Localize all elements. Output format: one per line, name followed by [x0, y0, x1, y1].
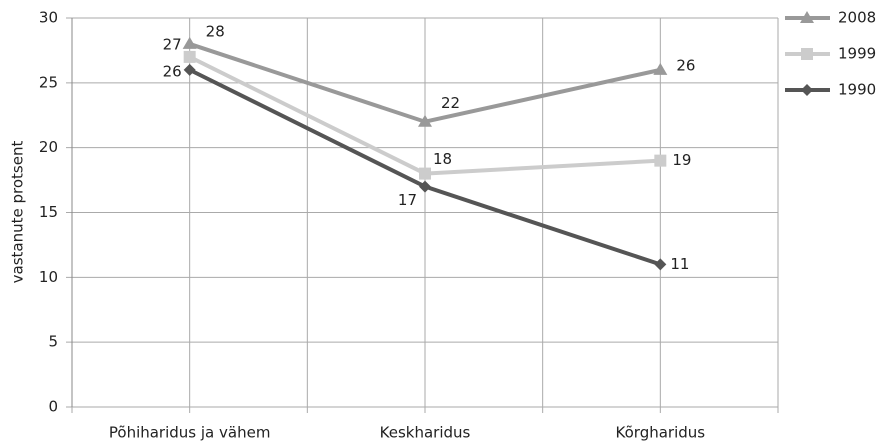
- point-marker: [418, 114, 432, 127]
- data-label: 27: [163, 35, 182, 53]
- data-label: 19: [672, 151, 691, 169]
- y-tick-label: 20: [39, 138, 58, 156]
- data-label: 28: [206, 22, 225, 40]
- legend-label: 1999: [838, 45, 876, 63]
- data-label: 18: [433, 150, 452, 168]
- data-label: 11: [670, 255, 689, 273]
- y-axis-label: vastanute protsent: [9, 141, 27, 284]
- y-tick-label: 15: [39, 203, 58, 221]
- data-label: 22: [441, 94, 460, 112]
- y-tick-label: 0: [48, 398, 58, 416]
- point-marker: [654, 258, 667, 271]
- legend-marker: [801, 84, 813, 96]
- point-marker: [419, 167, 431, 180]
- point-marker: [419, 180, 431, 193]
- point-marker: [183, 63, 196, 76]
- legend-marker: [800, 11, 814, 23]
- y-tick-label: 25: [39, 73, 58, 91]
- data-label: 17: [398, 191, 417, 209]
- x-tick-label: Põhiharidus ja vähem: [109, 424, 271, 442]
- x-tick-label: Keskharidus: [380, 424, 471, 442]
- data-label: 26: [163, 62, 182, 80]
- point-marker: [654, 154, 667, 167]
- y-tick-label: 30: [39, 9, 58, 27]
- data-label: 26: [676, 56, 695, 74]
- y-tick-label: 5: [48, 333, 58, 351]
- legend-marker: [801, 48, 813, 60]
- point-marker: [653, 62, 668, 75]
- y-tick-label: 10: [39, 268, 58, 286]
- point-marker: [183, 50, 196, 63]
- legend-label: 2008: [838, 9, 876, 27]
- legend-label: 1990: [838, 81, 876, 99]
- point-marker: [182, 36, 197, 49]
- x-tick-label: Kõrgharidus: [616, 424, 706, 442]
